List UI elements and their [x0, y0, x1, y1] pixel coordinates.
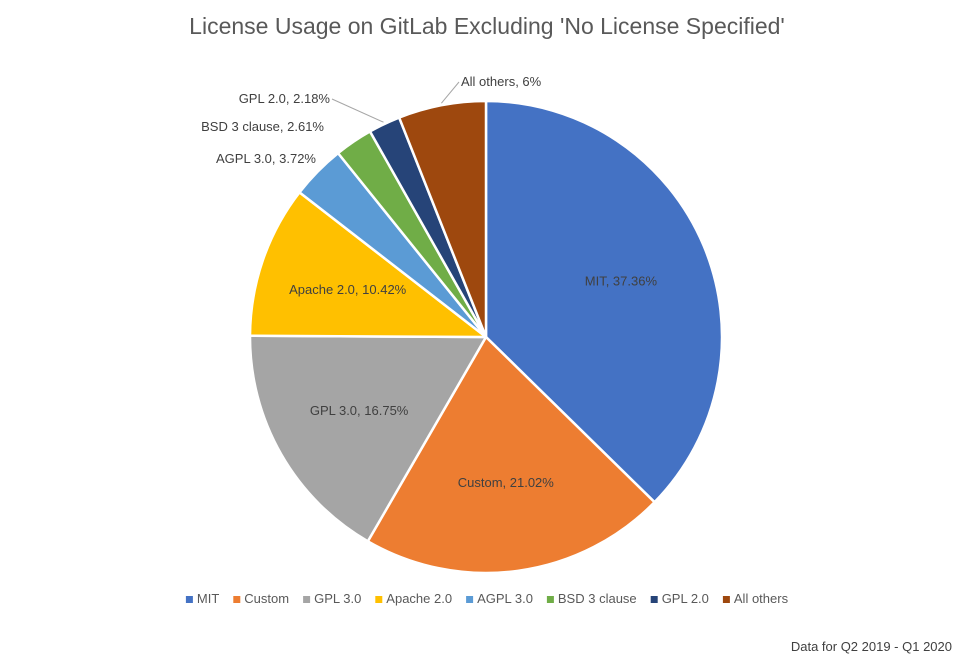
legend-item-custom: Custom — [233, 591, 289, 606]
legend-swatch-gpl-2-0 — [650, 596, 658, 603]
slice-label-agpl-3-0: AGPL 3.0, 3.72% — [216, 151, 316, 166]
slice-label-gpl-3-0: GPL 3.0, 16.75% — [310, 403, 409, 418]
pie-slice-apache-2-0 — [248, 191, 488, 339]
slice-label-custom: Custom, 21.02% — [458, 475, 555, 490]
legend-label-custom: Custom — [244, 591, 289, 606]
legend: MIT Custom GPL 3.0 Apache 2.0 AGPL 3.0 BSD 3 … — [185, 591, 789, 606]
legend-swatch-agpl-3-0 — [466, 596, 474, 603]
pie-slice-mit — [484, 99, 724, 504]
legend-swatch-mit — [185, 596, 193, 603]
legend-item-gpl-2-0: GPL 2.0 — [650, 591, 709, 606]
legend-swatch-apache-2-0 — [375, 596, 383, 603]
legend-item-gpl-3-0: GPL 3.0 — [303, 591, 361, 606]
leader-line-gpl-2-0 — [331, 98, 384, 123]
legend-item-apache-2-0: Apache 2.0 — [375, 591, 452, 606]
legend-label-agpl-3-0: AGPL 3.0 — [477, 591, 533, 606]
legend-label-gpl-3-0: GPL 3.0 — [314, 591, 361, 606]
legend-item-agpl-3-0: AGPL 3.0 — [466, 591, 533, 606]
slice-labels: MIT, 37.36% Custom, 21.02% GPL 3.0, 16.75%… — [201, 74, 657, 490]
pie-slice-all-others — [397, 99, 488, 339]
pie-slices — [248, 99, 724, 575]
legend-swatch-bsd-3-clause — [546, 596, 554, 603]
legend-item-bsd-3-clause: BSD 3 clause — [546, 591, 637, 606]
legend-label-gpl-2-0: GPL 2.0 — [662, 591, 709, 606]
legend-label-apache-2-0: Apache 2.0 — [386, 591, 452, 606]
legend-label-bsd-3-clause: BSD 3 clause — [558, 591, 637, 606]
legend-label-mit: MIT — [197, 591, 219, 606]
chart-title: License Usage on GitLab Excluding 'No Li… — [189, 13, 785, 39]
slice-label-apache-2-0: Apache 2.0, 10.42% — [289, 282, 407, 297]
legend-swatch-custom — [233, 596, 241, 603]
slice-label-gpl-2-0: GPL 2.0, 2.18% — [239, 91, 331, 106]
slice-label-all-others: All others, 6% — [461, 74, 542, 89]
legend-label-all-others: All others — [734, 591, 789, 606]
legend-item-mit: MIT — [185, 591, 219, 606]
pie-slice-gpl-3-0 — [248, 334, 488, 543]
footnote: Data for Q2 2019 - Q1 2020 — [791, 639, 952, 654]
leader-lines — [331, 81, 460, 123]
legend-item-all-others: All others — [722, 591, 789, 606]
legend-swatch-gpl-3-0 — [303, 596, 311, 603]
leader-line-all-others — [441, 81, 460, 104]
pie-slice-custom — [366, 335, 656, 575]
slice-label-mit: MIT, 37.36% — [585, 273, 658, 288]
slice-label-bsd-3-clause: BSD 3 clause, 2.61% — [201, 119, 324, 134]
legend-swatch-all-others — [722, 596, 730, 603]
